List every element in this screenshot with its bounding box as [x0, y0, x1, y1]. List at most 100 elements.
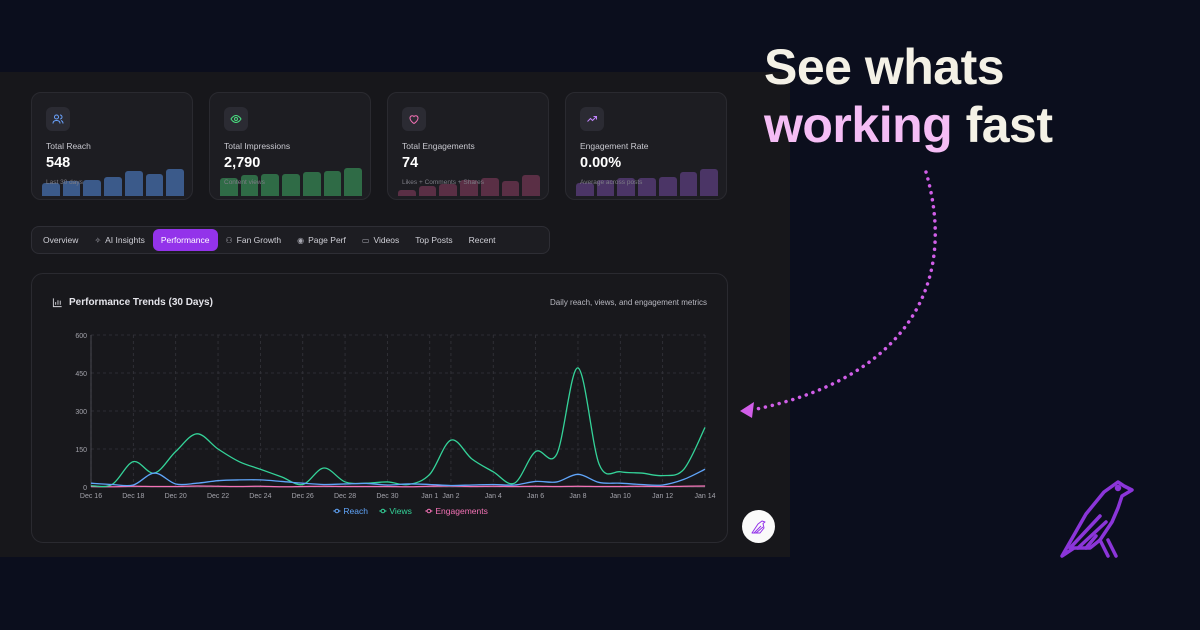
sparkline-bar	[658, 176, 677, 196]
tab-videos[interactable]: ▭ Videos	[354, 229, 407, 251]
stat-label: Total Reach	[46, 141, 91, 151]
legend-marker-dot	[380, 508, 386, 514]
tab-top-posts[interactable]: Top Posts	[407, 229, 460, 251]
bird-logo-badge[interactable]	[742, 510, 775, 543]
legend-marker-dot	[334, 508, 340, 514]
headline-line-1: See whats	[764, 39, 1005, 95]
y-tick-label: 450	[75, 371, 87, 378]
x-tick-label: Jan 4	[485, 493, 502, 500]
legend-marker-dot	[426, 508, 432, 514]
tab-ai-insights[interactable]: ✧ AI Insights	[86, 229, 152, 251]
stat-label: Total Impressions	[224, 141, 291, 151]
chart-description: Daily reach, views, and engagement metri…	[550, 298, 707, 307]
legend-label: Reach	[343, 506, 368, 516]
sparkline-bar	[344, 167, 363, 196]
x-tick-label: Dec 30	[376, 493, 398, 500]
sparkline	[42, 166, 185, 196]
y-tick-label: 150	[75, 447, 87, 454]
legend-label: Views	[389, 506, 412, 516]
tab-label: Page Perf	[308, 235, 346, 245]
stat-subtext: Last 30 days	[46, 179, 83, 186]
bar-chart-icon	[52, 298, 62, 308]
x-tick-label: Jan 10	[610, 493, 631, 500]
y-tick-label: 600	[75, 333, 87, 340]
x-tick-label: Dec 16	[80, 493, 102, 500]
sparkline-bar	[439, 184, 458, 196]
tab-label: AI Insights	[105, 235, 145, 245]
tab-recent[interactable]: Recent	[461, 229, 504, 251]
sparkline-bar	[700, 169, 719, 196]
sparkline-bar	[522, 175, 541, 196]
sparkline-bar	[679, 172, 698, 196]
sparkline-bar	[261, 173, 280, 196]
chart-title-text: Performance Trends (30 Days)	[69, 297, 213, 308]
sparkline	[220, 166, 363, 196]
sparkline-bar	[220, 178, 238, 196]
legend-label: Engagements	[435, 506, 487, 516]
sparkline-bar	[302, 172, 321, 196]
x-tick-label: Jan 1	[421, 493, 438, 500]
sparkline-bar	[124, 170, 143, 196]
eye-icon	[224, 107, 248, 131]
sparkline-bar	[145, 173, 164, 196]
performance-chart-card: Performance Trends (30 Days) Daily reach…	[31, 273, 728, 543]
x-tick-label: Jan 2	[442, 493, 459, 500]
sparkline-bar	[398, 190, 416, 196]
stat-subtext: Likes + Comments + Shares	[402, 179, 485, 186]
x-tick-label: Dec 24	[249, 493, 271, 500]
tab-label: Recent	[468, 235, 496, 245]
bird-logo	[1060, 480, 1134, 558]
x-tick-label: Jan 12	[652, 493, 673, 500]
stat-label: Total Engagements	[402, 141, 475, 151]
sparkline-bar	[166, 169, 185, 196]
series-line-engagements	[90, 485, 706, 488]
sparkline-bar	[576, 182, 594, 196]
x-tick-label: Dec 26	[292, 493, 314, 500]
chart-title: Performance Trends (30 Days)	[52, 297, 213, 308]
x-tick-label: Dec 28	[334, 493, 356, 500]
headline-rest: fast	[952, 97, 1053, 153]
tab-label: Videos	[373, 235, 400, 245]
stat-value: 2,790	[224, 155, 261, 171]
sparkline-bar	[42, 182, 60, 196]
stat-subtext: Content views	[224, 179, 265, 186]
sparkline	[576, 166, 719, 196]
stat-card-engagement-rate: Engagement Rate 0.00% Average across pos…	[565, 92, 727, 200]
stat-label: Engagement Rate	[580, 141, 649, 151]
tab-label: Fan Growth	[236, 235, 282, 245]
stat-card-engagements: Total Engagements 74 Likes + Comments + …	[387, 92, 549, 200]
stat-value: 548	[46, 155, 71, 171]
tab-performance[interactable]: Performance	[152, 229, 218, 251]
tab-page-perf[interactable]: ◉ Page Perf	[289, 229, 354, 251]
stat-subtext: Average across posts	[580, 179, 643, 186]
sparkline-bar	[617, 178, 636, 196]
x-tick-label: Dec 18	[122, 493, 144, 500]
sparkline-bar	[480, 178, 499, 196]
tab-overview[interactable]: Overview	[35, 229, 86, 251]
sparkline-bar	[62, 181, 81, 196]
x-tick-label: Dec 20	[165, 493, 187, 500]
bird-icon	[751, 520, 765, 533]
x-tick-label: Jan 8	[569, 493, 586, 500]
video-icon: ▭	[361, 235, 370, 245]
sparkline-bar	[323, 170, 342, 196]
sparkline-bar	[282, 173, 300, 196]
sparkles-icon: ✧	[94, 235, 102, 245]
headline-highlight: working	[764, 97, 953, 153]
sparkline-bar	[638, 178, 656, 196]
y-tick-label: 300	[75, 409, 87, 416]
stat-value: 74	[402, 155, 419, 171]
sparkline-bar	[460, 179, 478, 196]
stat-card-reach: Total Reach 548 Last 30 days	[31, 92, 193, 200]
headline-line-2: working fast	[764, 96, 1053, 154]
users-icon	[46, 107, 70, 131]
sparkline-bar	[418, 185, 437, 196]
sparkline-bar	[240, 175, 259, 196]
heart-icon	[402, 107, 426, 131]
sparkline-bar	[501, 181, 520, 196]
tab-fan-growth[interactable]: ⚇ Fan Growth	[218, 229, 290, 251]
x-tick-label: Dec 22	[207, 493, 229, 500]
eye-icon: ◉	[297, 235, 305, 245]
tab-bar: Overview ✧ AI Insights Performance ⚇ Fan G…	[31, 226, 550, 254]
